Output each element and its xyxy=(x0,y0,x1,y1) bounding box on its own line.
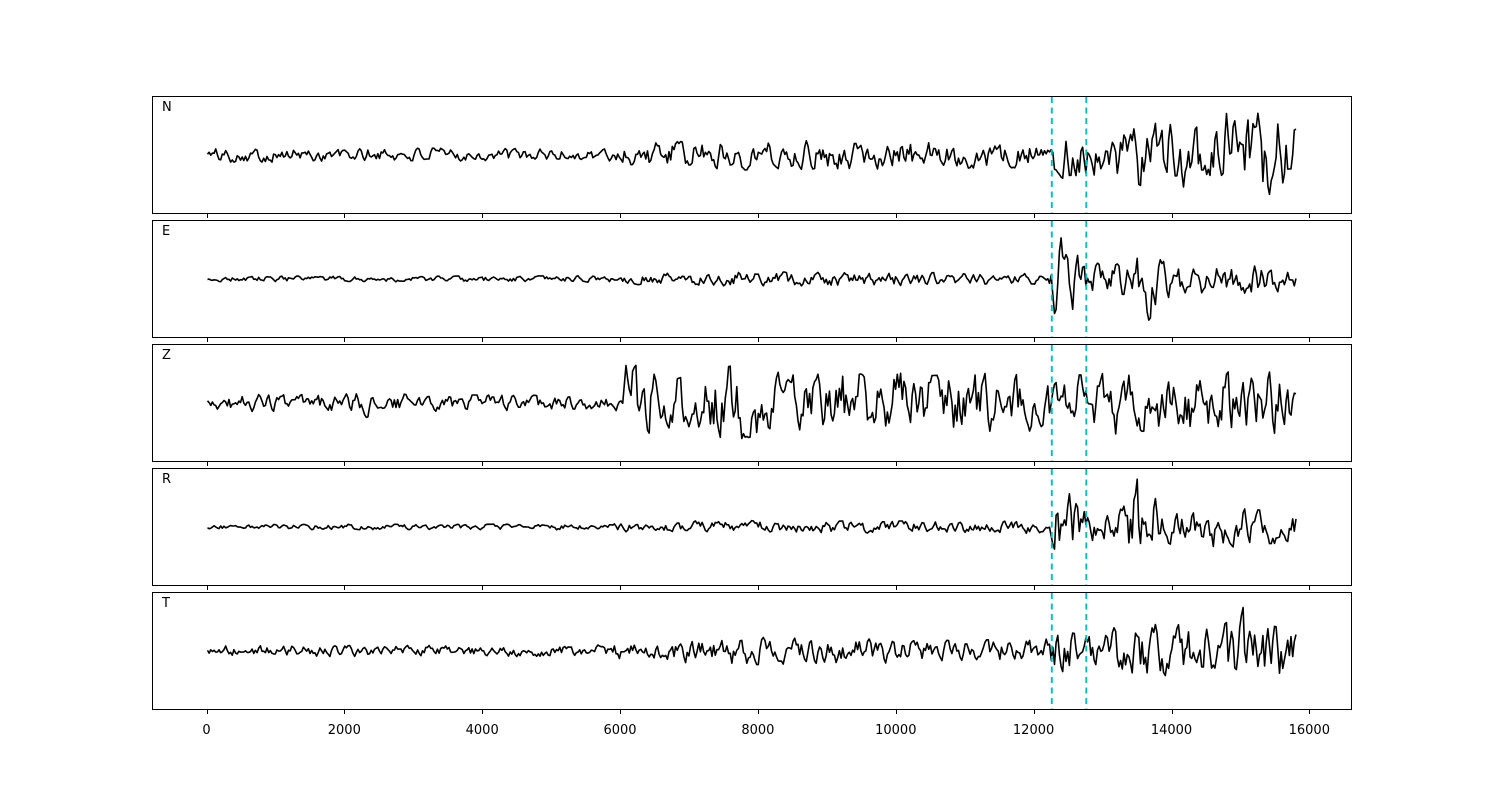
x-tick xyxy=(1033,214,1035,218)
x-tick xyxy=(757,710,759,714)
x-tick xyxy=(1171,214,1173,218)
x-tick xyxy=(620,710,621,714)
x-tick xyxy=(1309,214,1311,218)
x-tick xyxy=(482,586,484,590)
channel-label-z: Z xyxy=(162,348,171,363)
waveform-trace-e xyxy=(207,221,1297,337)
x-tick-label: 0 xyxy=(202,723,211,738)
x-tick-label: 14000 xyxy=(1150,723,1193,738)
x-tick xyxy=(757,462,759,466)
channel-label-r: R xyxy=(162,472,172,487)
channel-label-n: N xyxy=(162,100,172,115)
x-tick xyxy=(1309,586,1311,590)
x-tick xyxy=(344,462,346,466)
x-tick xyxy=(1033,462,1035,466)
x-tick xyxy=(757,338,759,342)
waveform-trace-r xyxy=(207,469,1297,585)
x-tick-label: 6000 xyxy=(603,723,637,738)
x-tick xyxy=(895,214,897,218)
x-tick xyxy=(482,710,484,714)
x-tick xyxy=(482,462,484,466)
x-tick-label: 12000 xyxy=(1012,723,1055,738)
x-tick xyxy=(757,586,759,590)
channel-label-t: T xyxy=(162,596,170,611)
x-tick xyxy=(620,586,621,590)
x-tick xyxy=(206,214,208,218)
x-tick-label: 16000 xyxy=(1288,723,1330,738)
waveform-panel-n: N xyxy=(152,96,1352,214)
x-tick xyxy=(344,214,346,218)
x-tick xyxy=(1033,586,1035,590)
x-tick xyxy=(482,338,484,342)
waveform-panel-t: T xyxy=(152,592,1352,710)
x-tick xyxy=(895,338,897,342)
waveform-trace-t xyxy=(206,593,1297,709)
x-tick xyxy=(344,586,346,590)
x-tick xyxy=(620,214,621,218)
x-tick xyxy=(1171,462,1173,466)
x-tick-label: 2000 xyxy=(327,723,361,738)
x-tick xyxy=(895,710,897,714)
x-tick xyxy=(344,710,346,714)
x-tick xyxy=(344,338,346,342)
x-tick xyxy=(1033,338,1035,342)
x-tick xyxy=(1171,586,1173,590)
x-tick-label: 8000 xyxy=(741,723,775,738)
x-tick xyxy=(895,586,897,590)
waveform-path xyxy=(206,606,1297,677)
x-tick xyxy=(206,338,208,342)
channel-label-e: E xyxy=(162,224,171,239)
x-tick-label: 4000 xyxy=(465,723,499,738)
waveform-path xyxy=(206,364,1297,440)
x-tick xyxy=(1309,462,1311,466)
x-tick xyxy=(757,214,759,218)
x-tick xyxy=(206,586,208,590)
waveform-panel-z: Z xyxy=(152,344,1352,462)
waveform-trace-z xyxy=(206,345,1297,461)
x-tick xyxy=(620,462,621,466)
x-tick xyxy=(206,710,208,714)
waveform-path xyxy=(207,237,1297,321)
x-tick xyxy=(482,214,484,218)
x-tick xyxy=(1309,338,1311,342)
waveform-panel-e: E xyxy=(152,220,1352,338)
x-tick-label: 10000 xyxy=(875,723,917,738)
x-tick xyxy=(1171,710,1173,714)
waveform-panel-r: R xyxy=(152,468,1352,586)
x-tick xyxy=(620,338,621,342)
x-tick xyxy=(206,462,208,466)
waveform-path xyxy=(206,112,1297,196)
x-tick xyxy=(895,462,897,466)
x-tick xyxy=(1033,710,1035,714)
waveform-path xyxy=(207,478,1297,550)
waveform-trace-n xyxy=(206,97,1297,213)
x-tick xyxy=(1171,338,1173,342)
x-tick xyxy=(1309,710,1311,714)
